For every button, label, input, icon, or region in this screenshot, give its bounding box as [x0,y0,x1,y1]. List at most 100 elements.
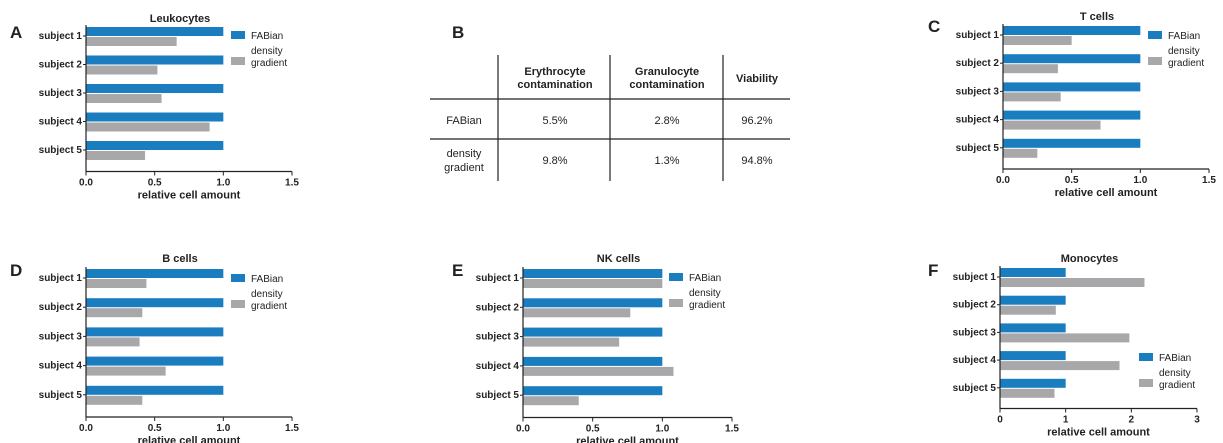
x-axis-label: relative cell amount [138,190,241,202]
category-label: subject 1 [39,273,83,284]
table-row-label: density gradient [444,148,484,174]
category-label: subject 3 [956,86,1000,97]
x-tick-label: 0.0 [516,424,530,435]
x-axis-label: relative cell amount [576,436,679,443]
x-tick-label: 0.5 [586,424,600,435]
legend-swatch-density-gradient [669,299,683,307]
legend-label-fabian: FABian [251,31,283,42]
table-cell: 2.8% [654,115,679,127]
legend: FABian density gradient [231,31,287,69]
legend-swatch-density-gradient [231,300,245,308]
x-tick-label: 1.0 [216,423,230,434]
bar-fabian-5 [86,385,224,395]
bar-density-gradient-2 [1003,64,1058,74]
legend-label-density-gradient: density gradient [251,289,287,312]
chart-panel-a: A Leukocytes subject 1 subject 2 subject 3 su… [10,13,299,202]
legend: FABian density gradient [231,274,287,312]
x-tick-label: 0 [997,415,1003,426]
bar-density-gradient-4 [1000,361,1120,371]
bar-fabian-4 [86,112,224,122]
table-cell: 9.8% [542,155,567,167]
bar-fabian-5 [86,141,224,150]
x-tick-label: 1.5 [1202,175,1216,186]
bar-fabian-5 [523,386,663,396]
x-tick-label: 0.0 [996,175,1010,186]
bar-density-gradient-4 [86,366,166,376]
bar-fabian-3 [1003,82,1141,92]
legend-label-fabian: FABian [1168,31,1200,42]
bar-fabian-5 [1003,138,1141,148]
bar-fabian-1 [523,269,663,278]
legend-swatch-density-gradient [1139,379,1153,387]
panel-letter: C [928,17,940,36]
x-tick-label: 1.5 [725,424,739,435]
bar-fabian-5 [1000,378,1066,388]
bar-fabian-1 [86,27,224,36]
legend-swatch-fabian [669,273,683,281]
table-panel-b: B Erythrocyte contamination Granulocyte cont… [430,23,790,181]
chart-panel-f: F Monocytes subject 1 subject 2 subject 3 sub… [928,253,1200,439]
chart-title: NK cells [597,253,640,265]
legend-swatch-density-gradient [1148,57,1162,65]
legend-swatch-fabian [231,31,245,39]
panel-letter: A [10,23,22,42]
bar-density-gradient-3 [86,94,162,103]
bar-density-gradient-3 [523,337,620,347]
bar-density-gradient-5 [523,396,579,406]
chart-title: T cells [1080,11,1114,23]
bar-density-gradient-3 [86,337,140,347]
panel-letter: D [10,261,22,280]
category-label: subject 2 [39,302,83,313]
chart-panel-c: C T cells subject 1 subject 2 subject 3 subje… [928,11,1216,199]
bar-density-gradient-4 [86,122,210,132]
x-tick-label: 0.5 [1065,175,1079,186]
chart-title: B cells [162,253,197,265]
bar-density-gradient-1 [1000,278,1145,287]
x-tick-label: 0.5 [148,178,162,189]
x-tick-label: 0.5 [148,423,162,434]
category-label: subject 3 [476,332,520,343]
bar-density-gradient-3 [1000,333,1130,343]
x-tick-label: 1.0 [1133,175,1147,186]
bar-density-gradient-2 [86,308,143,318]
legend-label-density-gradient: density gradient [1159,368,1195,391]
category-label: subject 5 [956,143,1000,154]
table-cell: 1.3% [654,155,679,167]
legend-swatch-fabian [1148,31,1162,39]
legend: FABian density gradient [1148,31,1204,69]
category-label: subject 4 [39,361,83,372]
category-label: subject 3 [39,88,83,99]
bar-density-gradient-4 [1003,120,1101,130]
category-label: subject 5 [953,383,997,394]
table-column-header: Erythrocyte contamination [517,66,592,91]
bar-density-gradient-1 [86,37,177,46]
bar-density-gradient-2 [86,65,158,75]
category-label: subject 4 [476,361,520,372]
bar-fabian-4 [1000,351,1066,361]
panel-letter: E [452,261,463,280]
legend-label-fabian: FABian [251,274,283,285]
chart-panel-e: E NK cells subject 1 subject 2 subject 3 subj… [452,253,739,443]
bar-fabian-4 [86,356,224,366]
bar-density-gradient-5 [1003,148,1038,158]
legend-swatch-fabian [1139,353,1153,361]
x-tick-label: 1.0 [216,178,230,189]
x-tick-label: 0.0 [79,423,93,434]
bar-density-gradient-4 [523,366,674,376]
chart-title: Leukocytes [150,13,211,25]
bar-fabian-3 [86,327,224,337]
table-row: density gradient 9.8% 1.3% 94.8% [444,148,773,174]
category-label: subject 1 [956,30,1000,41]
table-column-header: Granulocyte contamination [629,66,704,91]
x-axis-label: relative cell amount [138,435,241,443]
bar-fabian-1 [86,269,224,278]
legend-swatch-density-gradient [231,57,245,65]
table-cell: 96.2% [741,115,772,127]
legend-label-density-gradient: density gradient [251,46,287,69]
x-tick-label: 1.0 [655,424,669,435]
bar-density-gradient-1 [86,279,147,288]
bar-density-gradient-3 [1003,92,1061,102]
bar-fabian-3 [523,327,663,337]
legend-label-density-gradient: density gradient [689,288,725,311]
